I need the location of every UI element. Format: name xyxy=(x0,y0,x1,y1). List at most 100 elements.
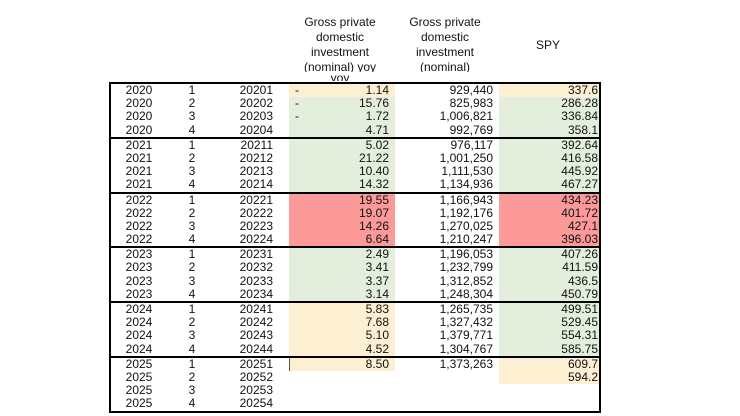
header-line: investment xyxy=(310,45,370,59)
quarter-cell: 1 xyxy=(183,303,201,316)
nominal-cell: 1,111,530 xyxy=(395,165,499,178)
yoy-cell: 15.76 - xyxy=(289,96,395,111)
nominal-cell: 1,304,767 xyxy=(395,342,499,356)
year-cell-value: 2022 xyxy=(125,205,153,220)
negative-sign: - xyxy=(295,96,299,111)
code-cell-value: 20243 xyxy=(239,328,273,343)
nominal-cell-value: 976,117 xyxy=(450,137,494,152)
year-cell-value: 2025 xyxy=(125,383,153,398)
yoy-cell-value: 1.14 xyxy=(365,83,389,97)
table-row: 2020 3 20203 1.72-1,006,821 336.84 xyxy=(111,109,599,124)
spy-cell-value: 286.28 xyxy=(561,96,598,111)
code-cell: 20241 xyxy=(221,303,273,316)
code-cell: 20224 xyxy=(221,233,273,246)
code-cell-value: 20221 xyxy=(239,192,273,207)
table-row: 2023 4 20234 3.14 1,248,304 450.79 xyxy=(111,286,599,301)
nominal-cell: 1,265,735 xyxy=(395,303,499,316)
table-row: 2022 3 20223 14.26 1,270,025 427.1 xyxy=(111,218,599,234)
year-cell-value: 2024 xyxy=(125,302,153,316)
code-cell-value: 20241 xyxy=(239,302,273,316)
table-row: 2023 1 20231 2.49 1,196,053 407.26 xyxy=(111,247,599,262)
code-cell: 20223 xyxy=(221,219,273,233)
quarter-cell-value: 1 xyxy=(188,83,196,97)
yoy-cell-value: 2.49 xyxy=(365,247,389,262)
code-cell-value: 20203 xyxy=(239,109,273,124)
year-cell: 2020 xyxy=(111,84,167,97)
nominal-cell-value: 1,166,943 xyxy=(439,192,493,207)
nominal-cell: 992,769 xyxy=(395,123,499,137)
table-row: 2020 4 20204 4.71 992,769 358.1 xyxy=(111,123,599,137)
quarter-cell-value: 4 xyxy=(188,286,196,301)
yoy-cell-value: 6.64 xyxy=(365,232,389,247)
year-cell: 2020 xyxy=(111,123,167,137)
yoy-cell: 5.02 xyxy=(289,138,395,152)
quarter-cell-value: 1 xyxy=(188,356,196,371)
spy-cell-value: 529.45 xyxy=(561,315,598,330)
year-cell-value: 2023 xyxy=(125,247,153,262)
year-cell: 2021 xyxy=(111,138,167,152)
code-cell-value: 20211 xyxy=(240,137,273,152)
yoy-cell: 19.55 xyxy=(289,193,395,207)
year-cell-value: 2025 xyxy=(125,396,153,411)
quarter-cell: 3 xyxy=(183,110,201,123)
year-cell-value: 2021 xyxy=(125,150,153,165)
spy-cell-value: 436.5 xyxy=(567,273,598,288)
spy-cell: 609.7 xyxy=(499,357,599,371)
yoy-cell-value: 7.68 xyxy=(365,315,389,330)
quarter-cell-value: 3 xyxy=(188,273,196,288)
table-row: 2024 1 20241 5.83 1,265,735 499.51 xyxy=(111,302,599,317)
code-cell: 20253 xyxy=(221,384,273,397)
quarter-cell-value: 2 xyxy=(188,150,196,165)
nominal-cell-value: 1,248,304 xyxy=(439,286,493,301)
spy-cell: 499.51 xyxy=(499,302,599,317)
year-cell-value: 2022 xyxy=(125,218,153,233)
header-line: (nominal) xyxy=(419,60,470,72)
code-cell-value: 20231 xyxy=(239,247,273,262)
year-group: 2025 1 20251 8.50 1,373,263 609.7 2025 2 20252 59… xyxy=(111,355,599,411)
spy-cell: 286.28 xyxy=(499,96,599,111)
code-cell: 20221 xyxy=(221,192,273,207)
code-cell-value: 20254 xyxy=(239,396,273,411)
code-cell: 20233 xyxy=(221,273,273,288)
year-cell-value: 2021 xyxy=(125,177,153,192)
code-cell-value: 20224 xyxy=(239,232,273,247)
spy-cell-value: 450.79 xyxy=(561,286,598,301)
nominal-cell xyxy=(395,371,499,384)
code-cell: 20204 xyxy=(221,123,273,137)
code-cell-value: 20233 xyxy=(239,273,273,288)
yoy-cell xyxy=(289,384,395,397)
nominal-cell-value: 825,983 xyxy=(449,96,493,111)
spy-cell-value: 427.1 xyxy=(567,218,598,233)
spy-cell-value: 585.75 xyxy=(561,341,598,356)
quarter-cell-value: 1 xyxy=(188,247,196,262)
nominal-cell: 1,312,852 xyxy=(395,274,499,288)
yoy-cell-value: 19.07 xyxy=(358,205,389,220)
yoy-cell-value: 10.40 xyxy=(358,164,389,179)
spy-cell-value: 499.51 xyxy=(561,302,598,316)
spy-cell: 358.1 xyxy=(499,123,599,137)
code-cell-value: 20252 xyxy=(239,369,273,384)
yoy-cell: 2.49 xyxy=(289,247,395,262)
spy-cell-value: 396.03 xyxy=(561,232,598,247)
year-cell: 2025 xyxy=(111,384,167,397)
table-row: 2021 4 20214 14.32 1,134,936 467.27 xyxy=(111,177,599,192)
nominal-cell-value: 1,210,247 xyxy=(439,232,493,247)
quarter-cell-value: 1 xyxy=(188,137,196,152)
nominal-cell-value: 1,134,936 xyxy=(439,177,493,192)
spy-cell: 436.5 xyxy=(499,273,599,288)
year-cell-value: 2022 xyxy=(125,232,153,247)
nominal-cell xyxy=(395,397,499,410)
code-cell: 20214 xyxy=(221,178,273,191)
quarter-cell: 3 xyxy=(183,273,201,288)
spy-cell: 411.59 xyxy=(499,261,599,275)
header-line: investment xyxy=(415,45,475,59)
quarter-cell-value: 4 xyxy=(188,341,196,356)
yoy-cell-value: 5.10 xyxy=(365,328,389,343)
quarter-cell-value: 4 xyxy=(188,177,196,192)
code-cell-value: 20242 xyxy=(239,315,273,330)
yoy-cell: 4.71 xyxy=(289,123,395,137)
yoy-cell: 14.32 xyxy=(289,178,395,192)
quarter-cell: 4 xyxy=(183,178,201,191)
code-cell-value: 20212 xyxy=(239,150,273,165)
header-line: Gross private xyxy=(304,15,376,29)
